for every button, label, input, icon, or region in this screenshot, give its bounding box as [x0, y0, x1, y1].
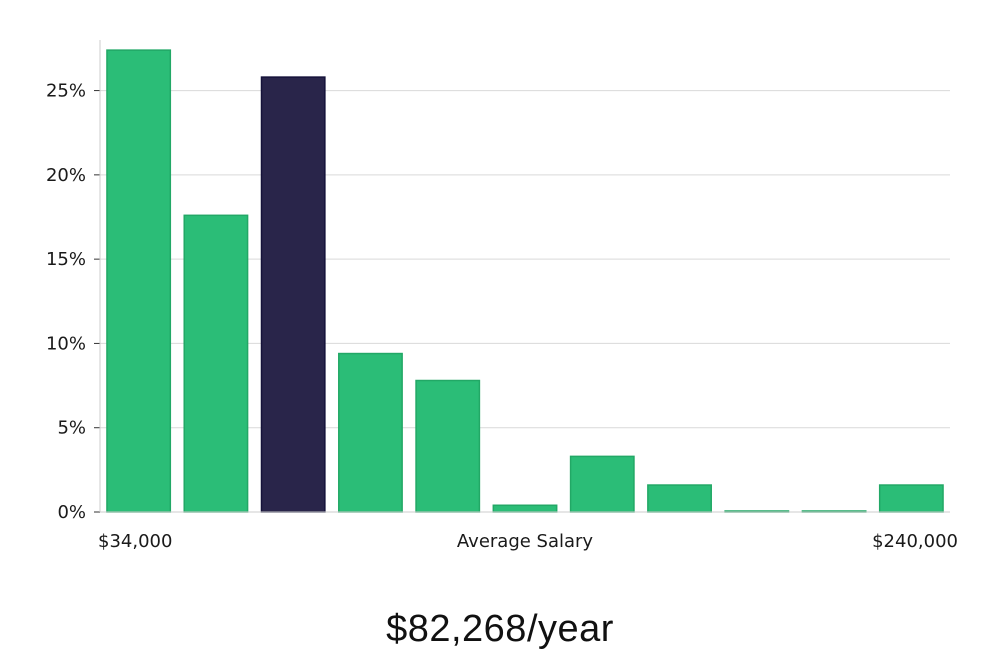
- y-tick-label: 10%: [46, 333, 86, 354]
- y-tick-label: 5%: [57, 418, 86, 439]
- bar: [647, 484, 712, 513]
- x-min-label: $34,000: [98, 531, 172, 552]
- y-tick-label: 15%: [46, 249, 86, 270]
- y-axis-ticks: 0% 5% 10% 15% 20% 25%: [46, 81, 100, 523]
- bar: [878, 484, 944, 513]
- bar: [106, 49, 172, 513]
- x-axis-label: Average Salary: [457, 531, 594, 552]
- average-salary-value: $82,268/year: [386, 608, 614, 650]
- bar: [569, 455, 635, 513]
- bar: [415, 379, 481, 513]
- y-tick-label: 0%: [57, 502, 86, 523]
- salary-histogram: 0%5%10%15%20%25% $34,000 Average Salary …: [46, 40, 958, 552]
- bar: [183, 214, 249, 513]
- y-tick-label: 25%: [46, 81, 86, 102]
- bars: [106, 49, 944, 513]
- bar: [338, 352, 403, 513]
- y-tick-label: 20%: [46, 165, 86, 186]
- bar-highlighted: [260, 76, 326, 513]
- x-max-label: $240,000: [872, 531, 958, 552]
- bar: [492, 504, 558, 513]
